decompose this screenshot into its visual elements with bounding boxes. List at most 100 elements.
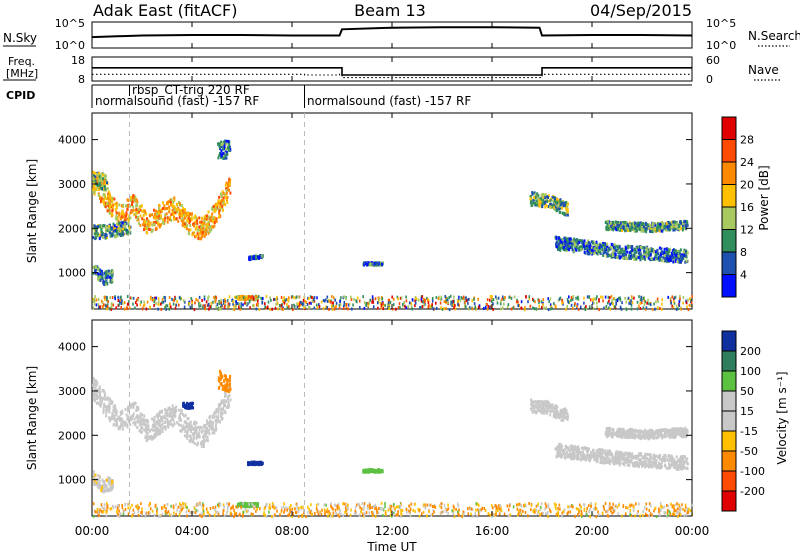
velocity-data-point [565, 416, 567, 420]
power-data-point [122, 215, 125, 219]
power-data-point [105, 270, 108, 273]
power-data-point [115, 214, 118, 218]
velocity-data-point [136, 408, 139, 412]
power-data-point [649, 229, 652, 233]
power-ground-scatter-point [380, 306, 383, 310]
power-ground-scatter-point [639, 298, 642, 302]
power-data-point [103, 179, 105, 182]
power-ground-scatter-point [583, 301, 585, 305]
power-data-point [618, 245, 621, 249]
power-data-point [644, 250, 647, 254]
power-colorbar-swatch [722, 229, 736, 252]
power-colorbar-tick-label: 20 [740, 179, 754, 192]
power-ground-scatter-point [691, 294, 693, 298]
power-data-point [207, 215, 210, 219]
power-ground-scatter-point [191, 301, 193, 305]
power-data-point [135, 198, 138, 202]
velocity-data-point [192, 432, 195, 435]
velocity-data-point [118, 415, 121, 419]
velocity-data-point [190, 438, 193, 442]
power-ground-scatter-point [329, 300, 332, 304]
velocity-data-point [180, 409, 183, 413]
velocity-data-point [155, 429, 158, 433]
power-ground-scatter-point [579, 305, 582, 309]
power-ground-scatter-point [261, 301, 264, 305]
power-data-point [226, 195, 229, 199]
power-ground-scatter-point [547, 297, 549, 301]
power-data-point [660, 259, 663, 263]
velocity-data-point [203, 433, 206, 437]
power-data-point [101, 187, 104, 190]
power-data-point [218, 201, 221, 205]
velocity-data-point [563, 415, 566, 419]
velocity-data-point [551, 408, 554, 412]
power-ground-scatter-point [304, 305, 307, 309]
power-data-point [211, 205, 214, 209]
velocity-data-point [624, 453, 626, 457]
power-ground-scatter-point [291, 295, 294, 298]
power-ground-scatter-point [210, 301, 213, 305]
power-data-point [674, 257, 677, 261]
power-ground-scatter-point [281, 307, 283, 311]
velocity-data-point [133, 401, 136, 405]
power-data-point [104, 176, 106, 180]
power-data-point [659, 253, 662, 256]
velocity-data-point [534, 406, 537, 409]
power-data-point [659, 257, 662, 261]
power-data-point [200, 232, 203, 236]
velocity-data-point [101, 479, 104, 483]
power-data-point [109, 270, 112, 273]
power-data-point [685, 224, 687, 228]
power-data-point [151, 228, 154, 232]
velocity-data-point [561, 411, 564, 415]
power-ground-scatter-point [344, 302, 347, 306]
power-data-point [111, 270, 114, 274]
power-data-point [225, 191, 228, 195]
power-data-point [680, 227, 683, 231]
power-data-point [626, 250, 629, 254]
power-data-point [570, 242, 573, 246]
power-data-point [612, 254, 615, 257]
velocity-data-point [190, 424, 193, 428]
velocity-data-point [644, 463, 647, 467]
power-ground-scatter-point [504, 296, 506, 299]
power-ground-scatter-point [547, 308, 550, 312]
velocity-data-point [93, 378, 96, 382]
power-data-point [548, 199, 551, 203]
velocity-data-point [141, 430, 143, 434]
power-ground-scatter-point [616, 299, 619, 303]
power-ground-scatter-point [158, 303, 160, 307]
power-data-point [657, 225, 660, 228]
power-data-point [109, 278, 112, 282]
power-data-point [634, 227, 637, 231]
velocity-data-point [160, 410, 163, 414]
power-data-point [628, 254, 630, 258]
power-ground-scatter-point [350, 298, 353, 302]
power-ground-scatter-point [207, 298, 209, 302]
power-data-point [565, 203, 568, 207]
power-data-point [654, 227, 656, 231]
power-data-point [618, 227, 621, 231]
power-ground-scatter-point [672, 305, 675, 309]
power-ground-scatter-point [437, 297, 440, 301]
power-data-point [207, 210, 210, 214]
velocity-data-point [124, 407, 127, 411]
power-ground-scatter-point [687, 298, 689, 302]
velocity-data-point [98, 484, 101, 488]
power-ground-scatter-point [269, 296, 271, 300]
power-ground-scatter-point [431, 299, 434, 303]
velocity-data-point [155, 414, 158, 418]
power-ground-scatter-point [374, 297, 377, 301]
power-data-point [624, 226, 627, 230]
power-data-point [214, 207, 217, 211]
velocity-data-point [145, 423, 148, 427]
power-data-point [124, 225, 127, 229]
power-data-point [151, 223, 154, 227]
power-data-point [159, 214, 162, 218]
velocity-data-point [556, 405, 559, 409]
velocity-data-point [147, 436, 150, 440]
power-data-point [655, 228, 658, 232]
power-ground-scatter-point [172, 302, 175, 306]
velocity-data-point [108, 402, 111, 406]
power-ground-scatter-point [238, 305, 240, 309]
